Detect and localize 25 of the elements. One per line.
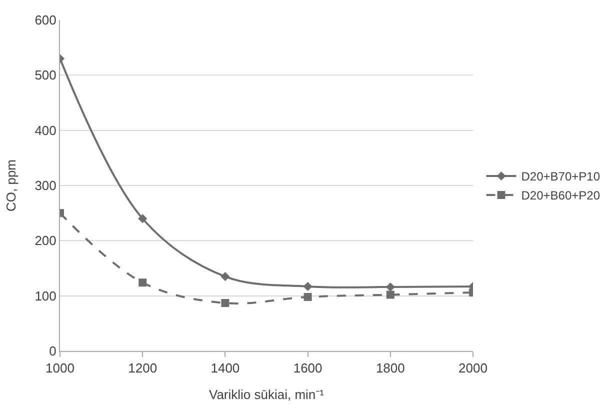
y-tick-label: 300 [34,178,56,194]
y-tick-label: 100 [34,288,56,304]
point [138,214,148,224]
x-tick-label: 1200 [128,360,158,376]
x-tick-label: 1000 [46,360,74,376]
point [138,278,147,287]
x-tick-label: 1400 [210,360,240,376]
point [220,272,230,282]
y-tick-label: 400 [34,122,56,138]
y-tick-label: 600 [34,12,56,28]
x-tick-label: 1800 [376,360,405,376]
point [386,282,395,292]
y-tick-label: 500 [34,68,56,83]
point [221,299,230,308]
point [304,292,312,301]
legend-label: D20+B60+P20 [521,188,600,203]
x-axis-title: Variklio sūkiai, min⁻¹ [208,387,325,402]
point [303,282,312,292]
legend-label: D20+B70+P10 [521,170,600,184]
y-tick-label: 200 [34,233,56,248]
x-tick-label: 1600 [293,360,322,376]
y-tick-label: 0 [49,344,56,359]
y-axis-title: CO, ppm [4,159,19,212]
point [386,290,394,299]
x-tick-label: 2000 [458,360,488,376]
